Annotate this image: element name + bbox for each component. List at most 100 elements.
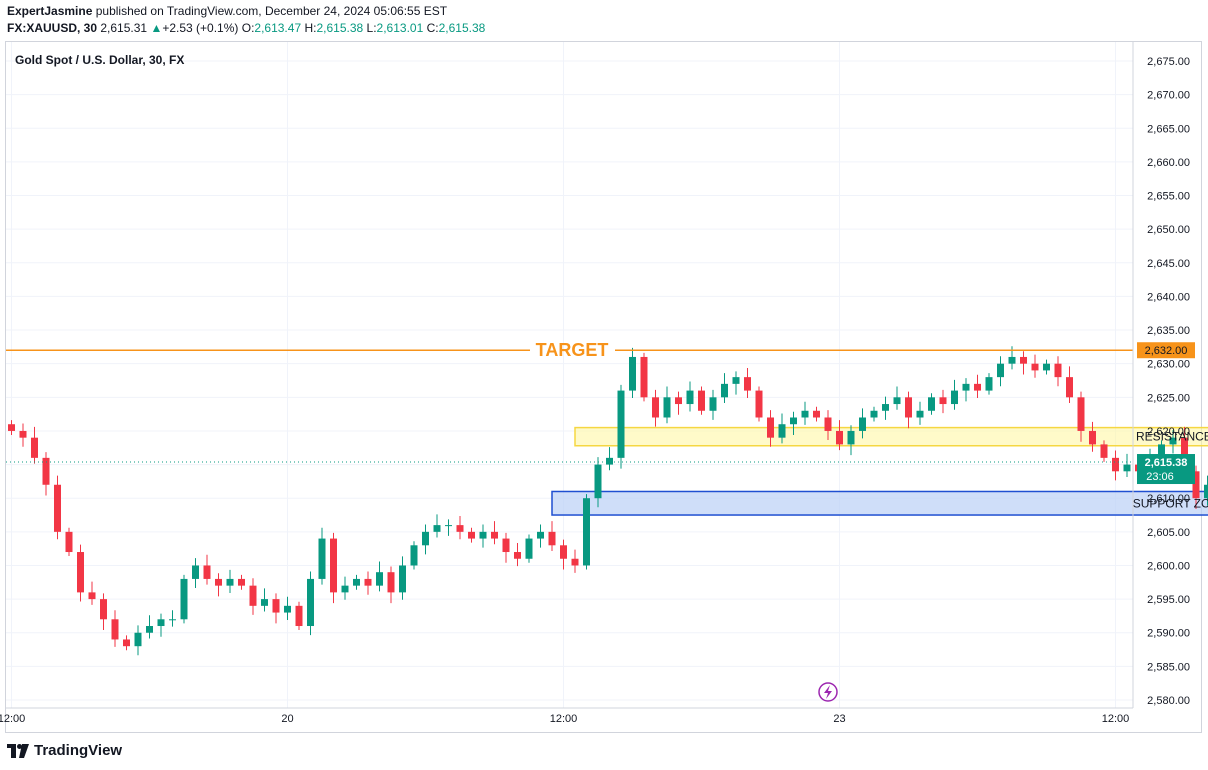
ohlc-legend: FX:XAUUSD, 30 2,615.31 ▲+2.53 (+0.1%) O:… [7,21,485,35]
candle-body [1008,356,1016,364]
candle-body [1089,430,1096,445]
resistance-zone-label: RESISTANCE ZONE [1136,430,1208,444]
candle-body [997,363,1004,378]
instrument-title: Gold Spot / U.S. Dollar, 30, FX [15,53,185,67]
target-price-badge [1137,342,1195,359]
candle-body [675,397,682,405]
candle-body [261,599,268,606]
candle-body [1204,484,1208,499]
candle-body [617,390,625,458]
candle-body [364,578,372,586]
candle-body [215,578,222,586]
price-tick-label: 2,625.00 [1147,392,1190,404]
candle-body [192,565,199,579]
candle-body [755,390,763,418]
candle-body [778,424,786,438]
candle-body [962,383,970,391]
last-price-badge [1137,454,1195,485]
candle-body [77,552,84,593]
price-tick-label: 2,620.00 [1147,426,1190,438]
resistance-zone [574,426,1208,447]
candle-body [640,356,648,398]
candle-body [652,397,659,418]
close-label: C: [426,21,439,35]
candle-body [42,457,50,485]
candle-body [410,545,418,566]
candle-body [249,585,257,606]
price-tick-label: 2,640.00 [1147,291,1190,303]
time-tick-label: 12:00 [0,713,25,725]
high-value: 2,615.38 [316,21,364,35]
candle-body [859,417,866,431]
candle-body [88,592,96,600]
candle-body [1192,471,1200,499]
candle-body [238,578,245,586]
price-tick-label: 2,675.00 [1147,56,1190,68]
candle-body [399,565,406,593]
candle-body [870,410,878,418]
candle-body [525,538,533,559]
candle-body [709,397,717,411]
candle-body [721,383,728,398]
target-label: TARGET [536,340,609,360]
candle-body [548,531,556,546]
candle-body [1066,377,1073,398]
candle-body [111,619,119,640]
support-zone [551,490,1208,516]
candle-body [226,578,234,586]
countdown-label: 23:06 [1146,471,1174,483]
candle-body [939,397,947,405]
price-tick-label: 2,605.00 [1147,527,1190,539]
lightning-bolt-icon [824,685,832,699]
candle-body [1031,363,1039,371]
candle-body [560,545,567,559]
candle-body [836,430,843,445]
price-tick-label: 2,580.00 [1147,695,1190,707]
candle-body [445,525,452,527]
candle-body [100,599,107,620]
candle-body [686,390,694,405]
last-price-value: 2,615.31 [100,21,148,35]
up-arrow-icon: ▲ [150,21,163,35]
price-tick-label: 2,665.00 [1147,123,1190,135]
candle-body [157,619,165,627]
price-axis[interactable]: 2,675.00 2,670.00 2,665.00 2,660.00 2,655.00… [1132,42,1195,708]
candle-body [571,558,579,566]
lightning-icon [818,682,838,702]
candle-body [353,578,360,586]
author-name[interactable]: ExpertJasmine [7,4,93,18]
candle-body [1077,397,1085,431]
candle-body [1054,363,1062,378]
candle-body [698,390,705,411]
price-tick-label: 2,630.00 [1147,359,1190,371]
time-tick-label: 12:00 [550,713,578,725]
change-value: +2.53 (+0.1%) [162,21,239,35]
published-text: published on TradingView.com, December 2… [92,4,448,18]
chart-frame[interactable] [5,41,1202,733]
target-price-badge-label: 2,632.00 [1145,345,1188,357]
candle-body [1112,457,1119,472]
tradingview-footer[interactable]: TradingView [7,742,122,759]
candle-body [19,430,27,438]
candle-body [882,404,889,411]
candle-body [479,531,487,539]
candle-body [123,639,130,647]
candle-body [1158,444,1165,458]
candle-body [985,377,993,391]
candle-body [31,437,38,458]
candle-body [1043,363,1050,371]
candle-body [974,383,981,391]
price-tick-label: 2,650.00 [1147,224,1190,236]
price-tick-label: 2,590.00 [1147,628,1190,640]
price-tick-label: 2,660.00 [1147,157,1190,169]
price-tick-label: 2,610.00 [1147,493,1190,505]
candle-body [468,531,475,539]
overlays: TARGET RESISTANCE ZONE SUPPORT ZONE [6,340,1208,702]
candle-body [284,605,291,613]
open-label: O: [241,21,255,35]
candle-body [893,397,901,405]
candle-body [744,377,751,391]
candle-body [537,531,544,539]
